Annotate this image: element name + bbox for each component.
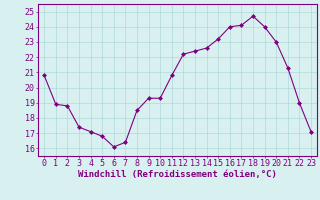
X-axis label: Windchill (Refroidissement éolien,°C): Windchill (Refroidissement éolien,°C) [78, 170, 277, 179]
